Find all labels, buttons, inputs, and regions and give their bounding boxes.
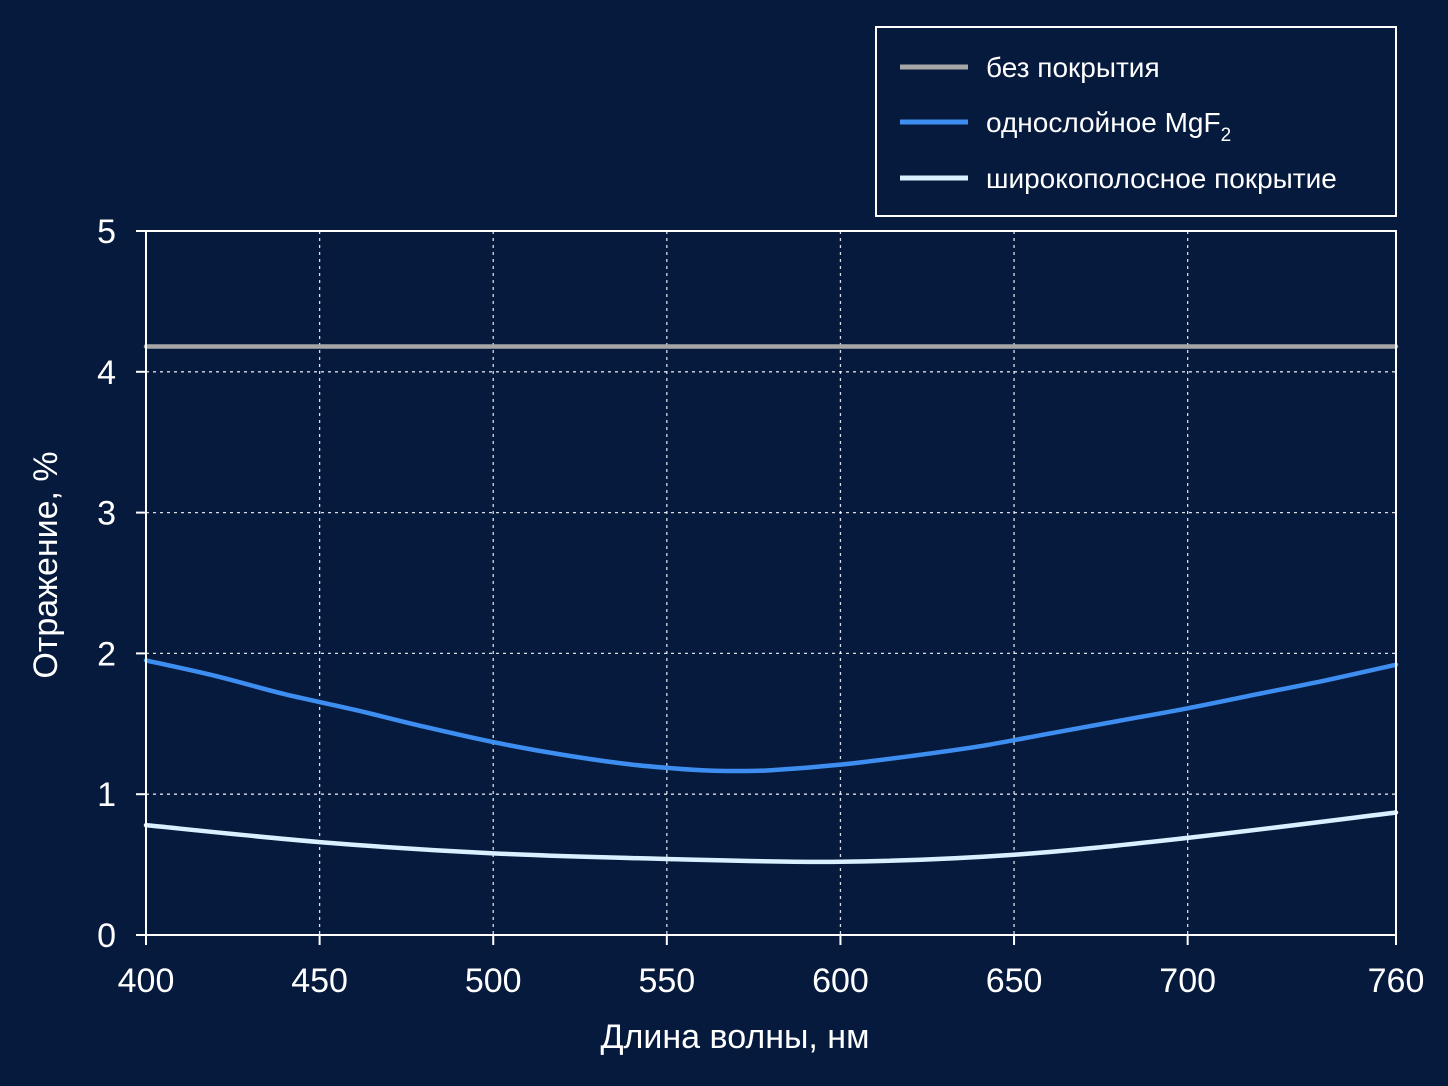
axes — [145, 230, 1397, 936]
y-tick-label: 1 — [97, 776, 116, 814]
y-tick-label: 3 — [97, 495, 116, 533]
tick-labels: 400 450 500 550 600 650 700 760 0 1 2 3 4 5 — [97, 213, 1424, 1000]
y-tick-label: 2 — [97, 635, 116, 673]
legend-label-uncoated: без покрытия — [986, 52, 1160, 83]
x-tick-label: 550 — [638, 962, 695, 1000]
series-line-broadband — [143, 810, 1399, 865]
legend-label-mgf2-subscript: 2 — [1221, 125, 1232, 146]
y-axis-title: Отражение, % — [27, 451, 65, 678]
x-tick-label: 700 — [1159, 962, 1216, 1000]
y-tick-label: 4 — [97, 354, 116, 392]
plot-area-frame — [145, 230, 1397, 936]
x-tick-label: 650 — [986, 962, 1043, 1000]
y-tick-label: 0 — [97, 917, 116, 955]
legend-label-mgf2-main: однослойное MgF — [986, 107, 1221, 138]
x-tick-label: 400 — [118, 962, 175, 1000]
x-tick-label: 760 — [1368, 962, 1425, 1000]
legend-label-mgf2: однослойное MgF2 — [986, 107, 1231, 146]
x-tick-label: 500 — [465, 962, 522, 1000]
y-tick-label: 5 — [97, 213, 116, 251]
x-tick-label: 600 — [812, 962, 869, 1000]
series-lines — [143, 344, 1399, 865]
x-tick-label: 450 — [291, 962, 348, 1000]
series-line-mgf2 — [143, 658, 1399, 774]
grid-lines — [146, 231, 1396, 935]
x-axis-title: Длина волны, нм — [601, 1018, 870, 1056]
legend: без покрытия однослойное MgF2 широкополо… — [875, 26, 1397, 217]
legend-label-broadband: широкополосное покрытие — [986, 163, 1337, 194]
